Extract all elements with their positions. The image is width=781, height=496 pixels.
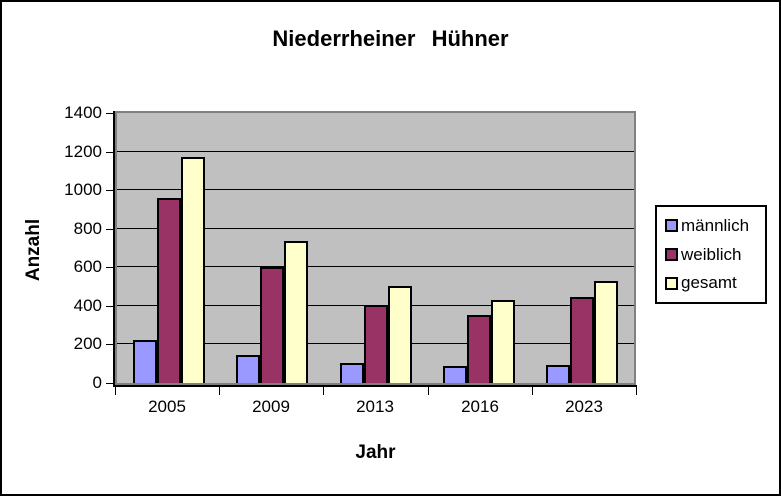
y-tick-label-600: 600 xyxy=(73,257,102,276)
bar-männlich-2013 xyxy=(340,363,364,383)
x-category-label-2009: 2009 xyxy=(252,397,290,416)
x-tick-0 xyxy=(115,387,116,395)
legend-swatch-weiblich xyxy=(665,248,678,261)
x-tick-5 xyxy=(636,387,637,395)
y-tick-0 xyxy=(106,383,114,384)
y-axis-title: Anzahl xyxy=(23,218,44,282)
x-tick-2 xyxy=(323,387,324,395)
gridline-800 xyxy=(117,228,634,229)
bar-weiblich-2009 xyxy=(260,267,284,383)
y-tick-label-400: 400 xyxy=(73,296,102,315)
legend-swatch-gesamt xyxy=(665,276,678,290)
legend-swatch-männlich xyxy=(665,219,678,233)
bar-gesamt-2009 xyxy=(284,241,308,383)
legend-item-gesamt: gesamt xyxy=(665,273,765,293)
y-axis-line xyxy=(113,111,115,387)
y-tick-label-1400: 1400 xyxy=(64,103,102,122)
gridline-1000 xyxy=(117,189,634,190)
bar-gesamt-2005 xyxy=(181,157,205,383)
x-tick-3 xyxy=(428,387,429,395)
y-tick-label-800: 800 xyxy=(73,219,102,238)
legend-label-gesamt: gesamt xyxy=(681,273,737,293)
gridline-600 xyxy=(117,266,634,267)
x-axis-title: Jahr xyxy=(355,442,396,463)
bar-gesamt-2016 xyxy=(491,300,515,383)
bar-gesamt-2023 xyxy=(594,281,618,383)
legend-label-weiblich: weiblich xyxy=(681,244,742,264)
bar-gesamt-2013 xyxy=(388,286,412,383)
y-tick-label-1200: 1200 xyxy=(64,142,102,161)
bar-männlich-2023 xyxy=(546,365,570,383)
bar-weiblich-2016 xyxy=(467,315,491,383)
legend: männlich weiblich gesamt xyxy=(655,205,767,304)
legend-label-männlich: männlich xyxy=(681,215,750,235)
y-tick-600 xyxy=(106,267,114,268)
x-category-label-2005: 2005 xyxy=(148,397,186,416)
legend-item-weiblich: weiblich xyxy=(665,245,765,265)
bar-männlich-2009 xyxy=(236,355,260,383)
x-axis-line xyxy=(113,385,637,387)
y-tick-label-1000: 1000 xyxy=(64,180,102,199)
legend-item-männlich: männlich xyxy=(665,216,765,236)
x-category-label-2013: 2013 xyxy=(356,397,394,416)
y-tick-1200 xyxy=(106,152,114,153)
bar-männlich-2016 xyxy=(443,366,467,383)
y-tick-800 xyxy=(106,229,114,230)
x-tick-1 xyxy=(219,387,220,395)
x-tick-4 xyxy=(532,387,533,395)
y-tick-400 xyxy=(106,306,114,307)
bar-weiblich-2023 xyxy=(570,297,594,383)
x-category-label-2023: 2023 xyxy=(565,397,603,416)
bar-weiblich-2005 xyxy=(157,198,181,383)
bar-männlich-2005 xyxy=(133,340,157,383)
plot-area xyxy=(115,111,636,385)
y-tick-1400 xyxy=(106,113,114,114)
gridline-1200 xyxy=(117,151,634,152)
y-tick-label-200: 200 xyxy=(73,334,102,353)
chart-title: Niederrheiner Hühner xyxy=(272,26,509,51)
bar-weiblich-2013 xyxy=(364,305,388,383)
x-category-label-2016: 2016 xyxy=(461,397,499,416)
y-tick-label-0: 0 xyxy=(92,373,102,392)
y-tick-200 xyxy=(106,344,114,345)
y-tick-1000 xyxy=(106,190,114,191)
